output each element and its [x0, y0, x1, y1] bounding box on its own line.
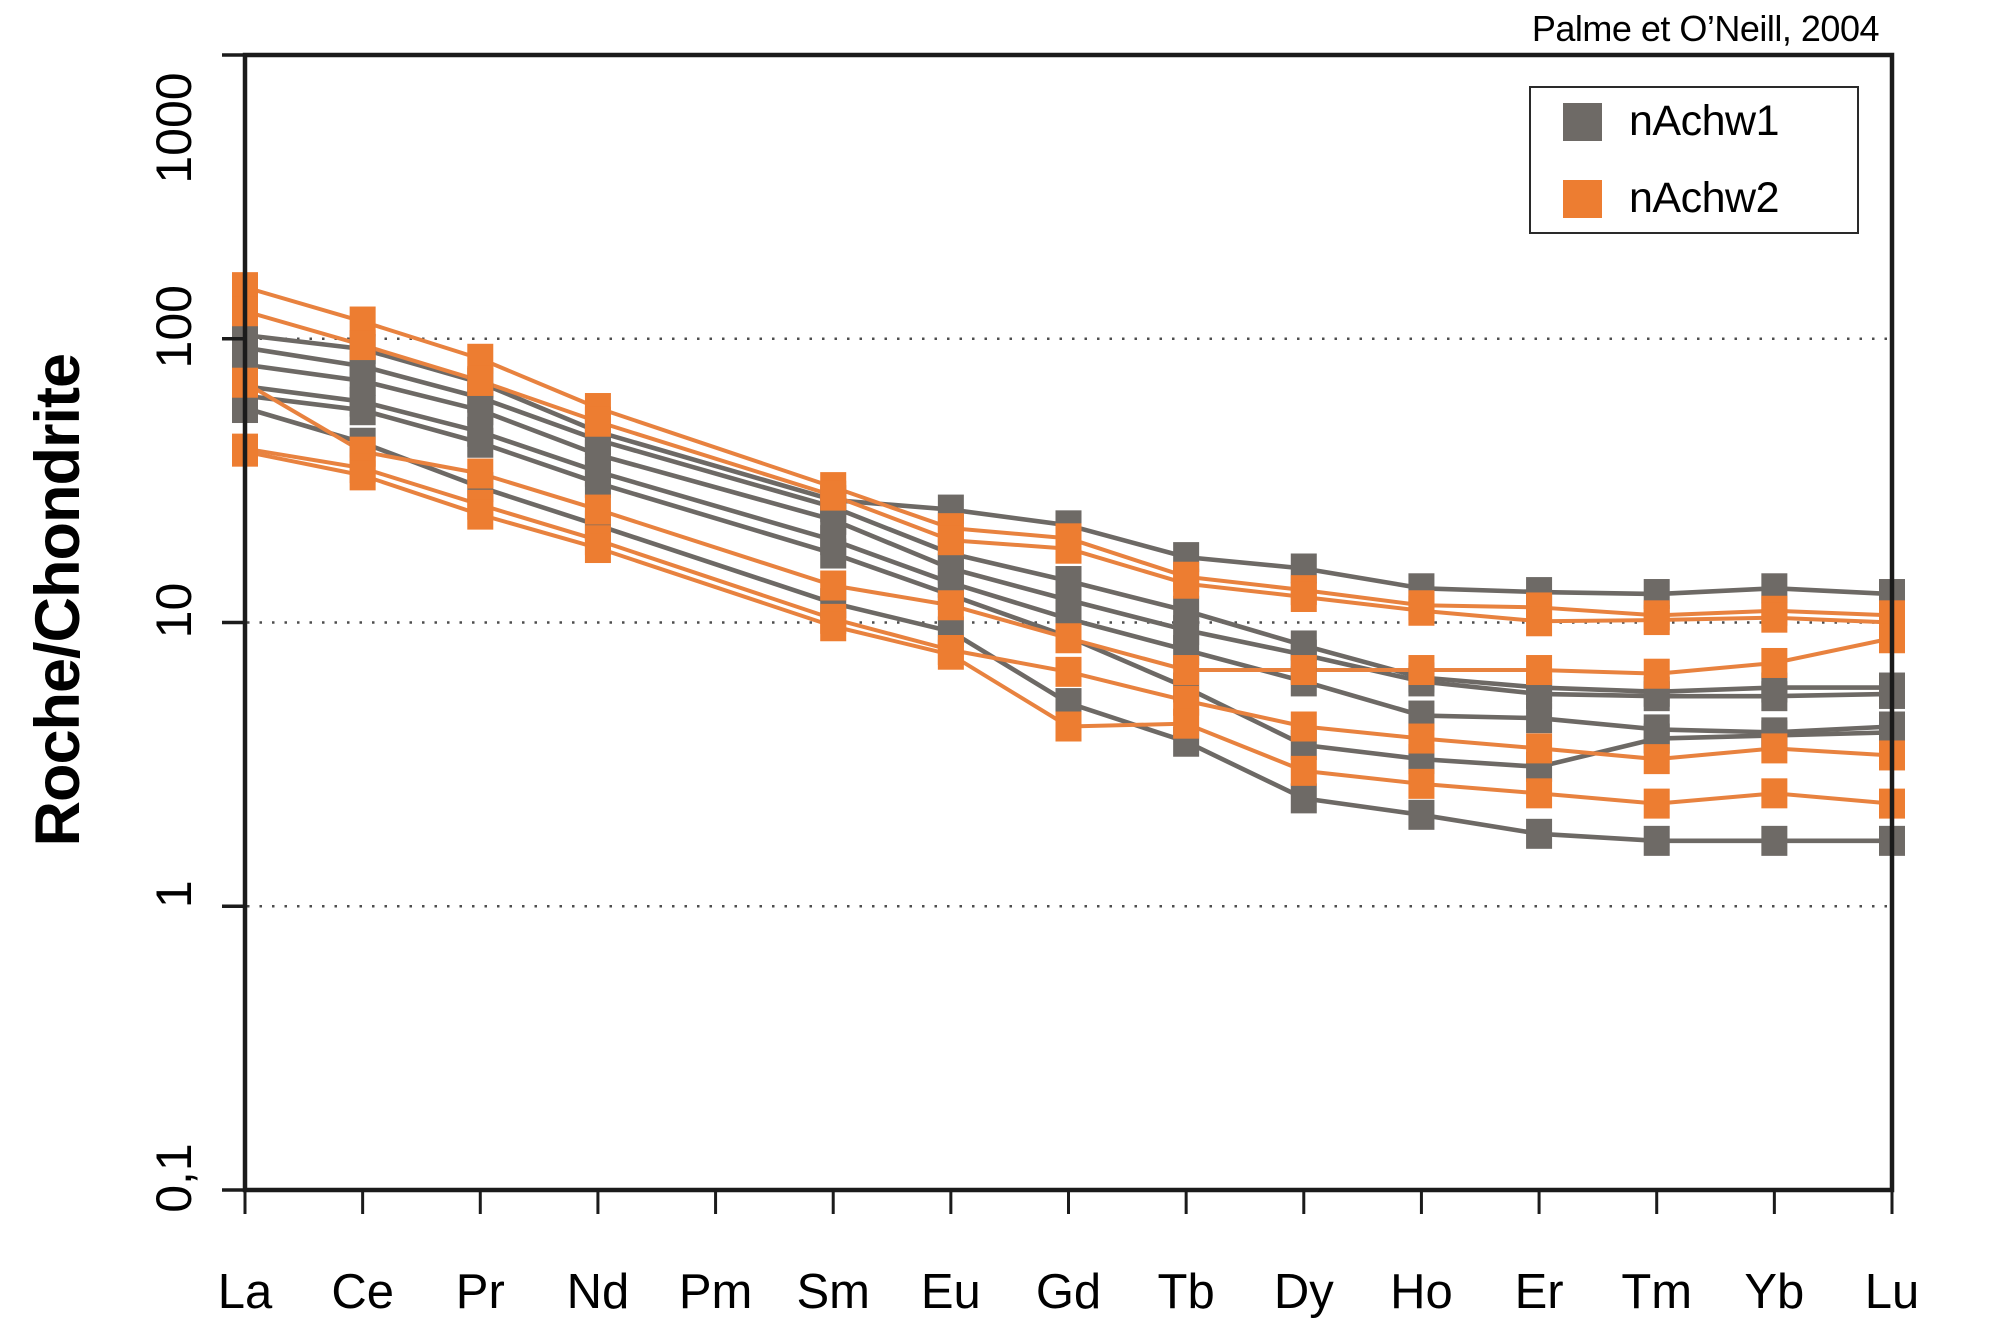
data-point-marker-nAchw2-3-Tm: [1643, 658, 1670, 689]
data-point-marker-nAchw2-3-Dy: [1290, 655, 1317, 686]
data-point-marker-nAchw2-5-Pr: [467, 499, 494, 530]
data-point-marker-nAchw2-3-Yb: [1761, 647, 1788, 678]
x-category-label-La: La: [218, 1265, 273, 1319]
series-line-nAchw1-3: [244, 362, 1893, 699]
citation: Palme et O’Neill, 2004: [1531, 8, 1880, 49]
data-point-marker-nAchw2-5-Nd: [584, 533, 611, 564]
data-point-marker-nAchw2-3-Nd: [584, 494, 611, 525]
legend-label-nAchw1: nAchw1: [1629, 97, 1779, 145]
legend-item-nAchw1: nAchw1: [1563, 97, 1857, 146]
y-tick-label-10: 10: [146, 583, 202, 639]
y-axis-title: Roche/Chondrite: [23, 353, 93, 847]
series-line-nAchw1-5: [244, 393, 1893, 770]
series-line-nAchw2-1: [244, 285, 1893, 618]
data-point-marker-nAchw2-2-Dy: [1290, 581, 1317, 612]
data-point-marker-nAchw2-3-Pr: [467, 458, 494, 489]
data-point-marker-nAchw2-2-Pr: [467, 365, 494, 396]
data-point-marker-nAchw2-4-Dy: [1290, 711, 1317, 742]
series-line-nAchw1-4: [244, 383, 1893, 735]
data-point-marker-nAchw2-3-Er: [1526, 655, 1553, 686]
x-category-label-Lu: Lu: [1865, 1265, 1920, 1319]
data-point-marker-nAchw1-5-Nd: [584, 468, 611, 499]
data-point-marker-nAchw2-4-Er: [1526, 733, 1553, 764]
series-line-nAchw2-2: [244, 309, 1893, 625]
y-tick-label-1000: 1000: [146, 72, 202, 183]
data-point-marker-nAchw2-4-Tm: [1643, 744, 1670, 775]
data-point-marker-nAchw2-4-Gd: [1055, 656, 1082, 687]
x-category-label-Ce: Ce: [331, 1265, 394, 1319]
data-point-marker-nAchw2-2-Eu: [937, 525, 964, 556]
x-category-label-Dy: Dy: [1274, 1265, 1334, 1319]
data-point-marker-nAchw2-5-Er: [1526, 778, 1553, 809]
data-point-marker-nAchw2-2-Er: [1526, 606, 1553, 637]
x-category-label-Tm: Tm: [1621, 1265, 1692, 1319]
data-point-marker-nAchw2-5-Tm: [1643, 788, 1670, 819]
data-point-marker-nAchw1-6-Tm: [1643, 825, 1670, 856]
data-point-marker-nAchw2-5-Eu: [937, 639, 964, 670]
data-point-marker-nAchw2-2-Gd: [1055, 533, 1082, 564]
x-category-label-Ho: Ho: [1390, 1265, 1453, 1319]
data-point-marker-nAchw1-5-Pr: [467, 427, 494, 458]
data-point-marker-nAchw1-5-Ce: [349, 395, 376, 426]
y-axis-title-wrap: Roche/Chondrite: [20, 310, 96, 890]
series-line-nAchw2-5: [244, 449, 1893, 806]
legend-label-nAchw2: nAchw2: [1629, 174, 1779, 222]
series-line-nAchw1-6: [244, 405, 1892, 844]
data-point-marker-nAchw2-2-Tb: [1173, 568, 1200, 599]
x-category-label-Nd: Nd: [567, 1265, 630, 1319]
x-category-label-Pr: Pr: [456, 1265, 505, 1319]
data-point-marker-nAchw1-5-Sm: [820, 538, 847, 569]
legend: nAchw1 nAchw2: [1529, 86, 1859, 234]
data-point-marker-nAchw2-2-Tm: [1643, 605, 1670, 636]
data-point-marker-nAchw2-5-Tb: [1173, 708, 1200, 739]
x-category-label-Yb: Yb: [1744, 1265, 1804, 1319]
data-point-marker-nAchw2-5-Ce: [349, 460, 376, 491]
series-line-nAchw2-3: [243, 380, 1893, 676]
data-point-marker-nAchw2-2-Nd: [584, 406, 611, 437]
data-point-marker-nAchw2-3-Ho: [1408, 655, 1435, 686]
y-tick-label-100: 100: [146, 285, 202, 368]
data-point-marker-nAchw2-3-Tb: [1173, 655, 1200, 686]
x-category-label-Sm: Sm: [796, 1265, 870, 1319]
data-point-marker-nAchw1-6-Ho: [1408, 799, 1435, 830]
data-point-marker-nAchw2-3-Eu: [937, 590, 964, 621]
x-category-label-Gd: Gd: [1036, 1265, 1101, 1319]
y-tick-label-1: 1: [146, 880, 202, 908]
data-point-marker-nAchw1-3-Yb: [1761, 681, 1788, 712]
data-point-marker-nAchw2-5-Dy: [1290, 755, 1317, 786]
data-point-marker-nAchw2-3-Sm: [820, 570, 847, 601]
x-category-label-Pm: Pm: [679, 1265, 753, 1319]
data-point-marker-nAchw2-2-Sm: [820, 480, 847, 511]
legend-swatch-nAchw1: [1563, 102, 1602, 141]
x-category-label-Tb: Tb: [1158, 1265, 1215, 1319]
series-line-nAchw2-4: [244, 446, 1893, 762]
data-point-marker-nAchw2-2-Ce: [349, 330, 376, 361]
data-point-marker-nAchw2-4-Ho: [1408, 723, 1435, 754]
data-point-marker-nAchw2-5-Yb: [1761, 778, 1788, 809]
data-point-marker-nAchw1-6-Yb: [1761, 825, 1788, 856]
data-point-marker-nAchw1-6-Er: [1526, 818, 1553, 849]
legend-swatch-nAchw2: [1563, 179, 1602, 218]
data-point-marker-nAchw2-2-Yb: [1761, 602, 1788, 633]
x-category-label-Eu: Eu: [921, 1265, 981, 1319]
legend-item-nAchw2: nAchw2: [1563, 174, 1857, 223]
series-line-nAchw1-2: [244, 345, 1892, 695]
x-category-label-Er: Er: [1515, 1265, 1564, 1319]
y-tick-label-0,1: 0,1: [146, 1143, 202, 1213]
data-point-marker-nAchw2-3-Gd: [1055, 623, 1082, 654]
data-point-marker-nAchw1-4-Er: [1526, 703, 1553, 734]
series-line-nAchw1-1: [244, 332, 1893, 597]
data-point-marker-nAchw2-2-Ho: [1408, 595, 1435, 626]
data-point-marker-nAchw2-5-Sm: [820, 611, 847, 642]
data-point-marker-nAchw2-5-Ho: [1408, 768, 1435, 799]
data-point-marker-nAchw2-4-Yb: [1761, 733, 1788, 764]
data-point-marker-nAchw2-5-Gd: [1055, 711, 1082, 742]
data-point-marker-nAchw1-6-Dy: [1290, 783, 1317, 814]
